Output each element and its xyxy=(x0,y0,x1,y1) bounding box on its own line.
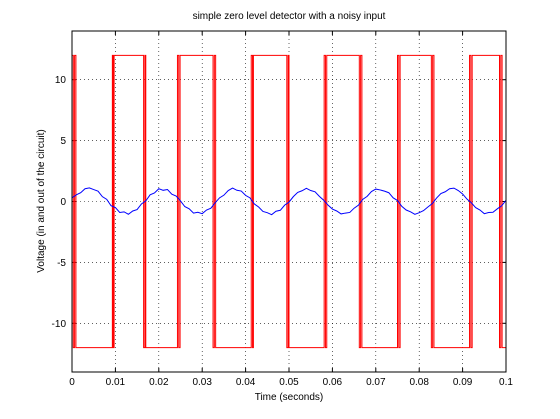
x-tick-label: 0.09 xyxy=(453,377,473,388)
x-tick-label: 0.08 xyxy=(409,377,429,388)
axes-box xyxy=(71,30,507,373)
x-tick-label: 0.07 xyxy=(366,377,386,388)
y-tick-label: 5 xyxy=(60,136,66,147)
chart-title: simple zero level detector with a noisy … xyxy=(193,11,386,22)
x-tick-label: 0.01 xyxy=(106,377,126,388)
x-tick-label: 0 xyxy=(69,377,75,388)
y-axis-label: Voltage (in and out of the circuit) xyxy=(36,129,47,272)
x-axis-label: Time (seconds) xyxy=(255,392,324,403)
x-tick-label: 0.05 xyxy=(279,377,299,388)
x-tick-label: 0.06 xyxy=(323,377,343,388)
series-line xyxy=(71,187,507,216)
y-tick-label: -10 xyxy=(52,319,67,330)
x-tick-label: 0.02 xyxy=(149,377,169,388)
x-tick-label: 0.04 xyxy=(236,377,256,388)
y-tick-label: 0 xyxy=(60,197,66,208)
x-tick-label: 0.03 xyxy=(192,377,212,388)
x-tick-label: 0.1 xyxy=(499,377,513,388)
y-tick-label: 10 xyxy=(55,75,67,86)
y-tick-label: -5 xyxy=(57,258,66,269)
series-line xyxy=(72,54,506,349)
